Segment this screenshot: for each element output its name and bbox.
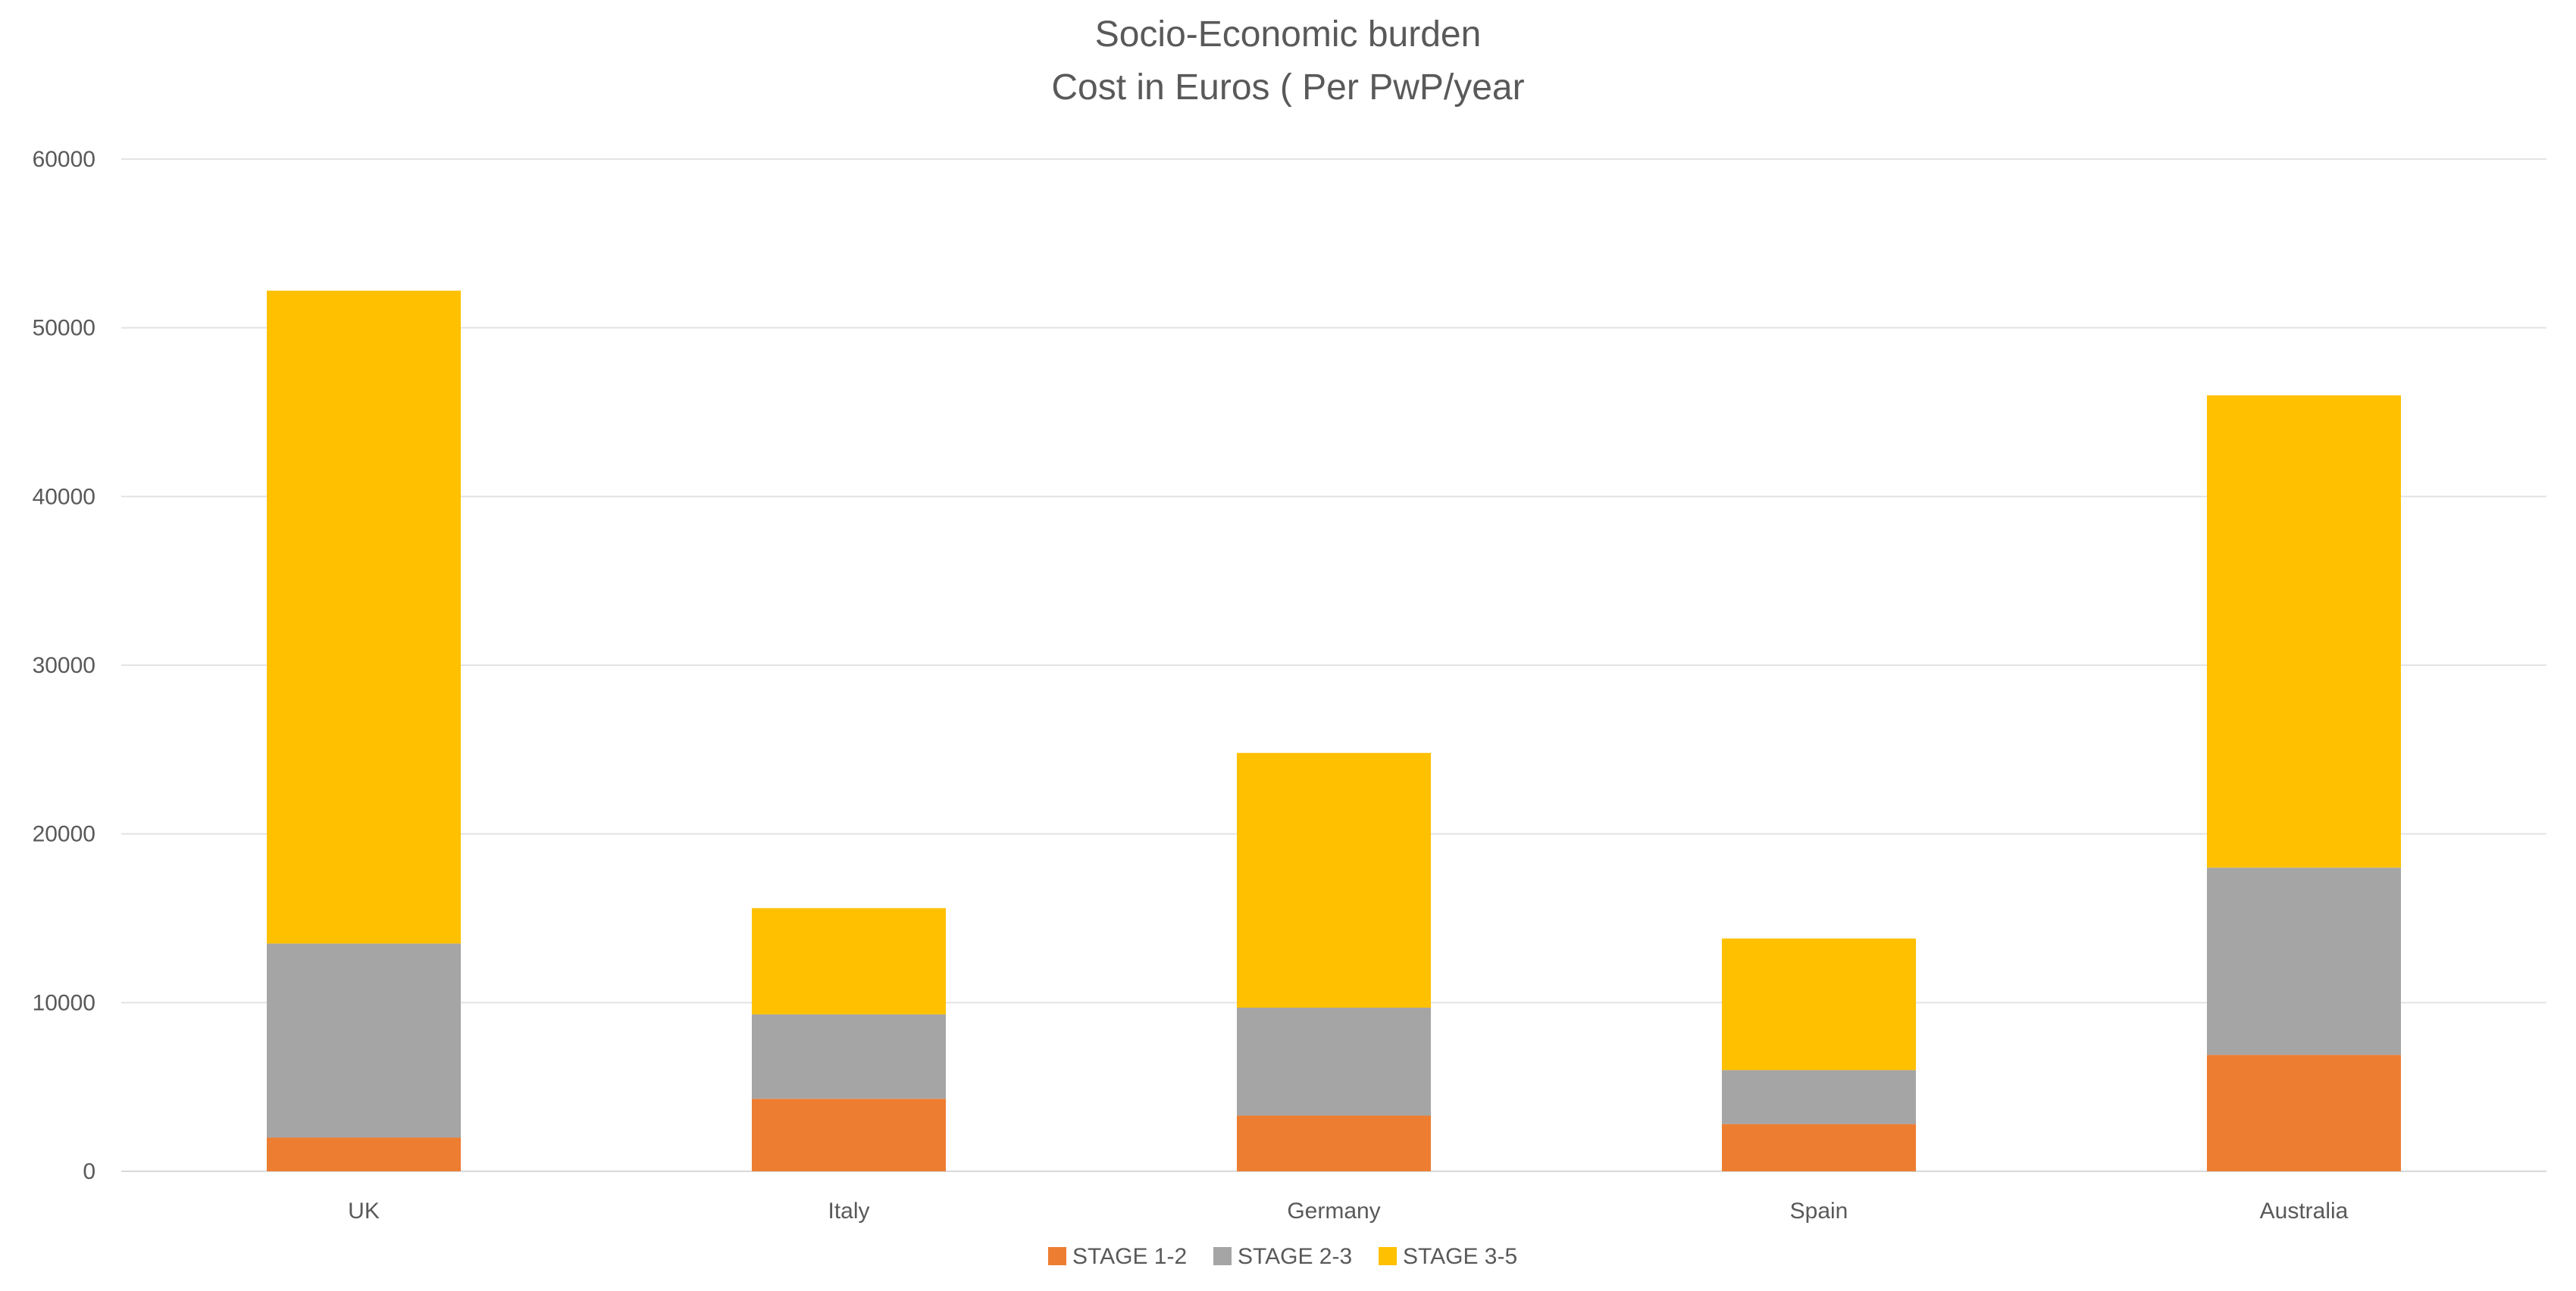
bar-segment — [2207, 1055, 2401, 1171]
y-tick-label: 50000 — [33, 316, 95, 341]
y-tick-label: 0 — [83, 1159, 95, 1184]
bar-segment — [1722, 1124, 1916, 1171]
legend-label: STAGE 3-5 — [1403, 1244, 1517, 1269]
x-tick-label: Australia — [2260, 1199, 2349, 1224]
legend-label: STAGE 2-3 — [1238, 1244, 1352, 1269]
bar-segment — [752, 1099, 946, 1171]
bar-segment — [267, 290, 461, 944]
bar-segment — [752, 1014, 946, 1099]
bar-segment — [1722, 1070, 1916, 1124]
bar-segment — [752, 908, 946, 1014]
bar-segment — [1237, 1115, 1431, 1171]
chart-title: Socio-Economic burden — [1094, 14, 1482, 55]
chart-subtitle: Cost in Euros ( Per PwP/year — [1051, 67, 1525, 108]
bar-segment — [1237, 1008, 1431, 1116]
bar-segment — [1237, 752, 1431, 1008]
x-tick-label: UK — [348, 1199, 380, 1224]
y-tick-label: 20000 — [33, 822, 95, 847]
bar-segment — [267, 1137, 461, 1171]
x-tick-label: Italy — [828, 1199, 869, 1224]
legend-swatch — [1213, 1247, 1232, 1265]
bar-segment — [2207, 867, 2401, 1055]
bar-segment — [267, 943, 461, 1138]
x-tick-label: Spain — [1790, 1199, 1848, 1224]
x-tick-label: Germany — [1287, 1199, 1380, 1224]
bar-segment — [2207, 395, 2401, 868]
y-tick-label: 30000 — [33, 653, 95, 678]
y-tick-label: 40000 — [33, 484, 95, 509]
legend-swatch — [1379, 1247, 1397, 1265]
y-tick-label: 10000 — [33, 990, 95, 1015]
legend-swatch — [1048, 1247, 1066, 1265]
bar-segment — [1722, 938, 1916, 1071]
legend-label: STAGE 1-2 — [1072, 1244, 1187, 1269]
y-tick-label: 60000 — [33, 147, 95, 172]
